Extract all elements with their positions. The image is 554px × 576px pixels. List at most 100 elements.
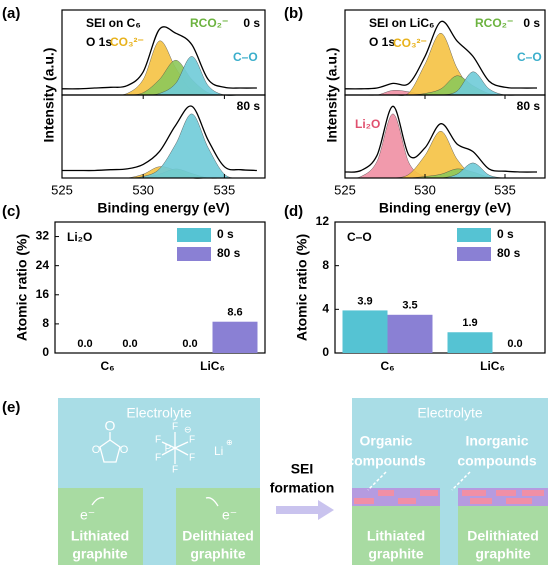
organic-label: Organic: [360, 433, 413, 449]
arrow-label: formation: [270, 480, 335, 496]
value-label: 1.9: [462, 317, 477, 329]
bar: [447, 332, 493, 353]
spectrum-title: SEI on C₆: [86, 16, 141, 30]
y-tick-label: 8: [42, 316, 49, 330]
electron-label: e⁻: [80, 507, 95, 523]
y-tick-label: 16: [36, 287, 50, 301]
x-tick-label: 525: [334, 182, 356, 197]
li-ion: Li: [214, 444, 223, 458]
spectrum-title: SEI on LiC₆: [369, 16, 434, 30]
graphite-label: Delithiated: [467, 528, 539, 544]
graphite-label: Lithiated: [71, 528, 129, 544]
process-arrow: [276, 500, 334, 520]
plot-frame: [61, 94, 266, 179]
value-label: 0.0: [182, 338, 197, 350]
charge: ⊕: [226, 438, 233, 447]
electron-label: e⁻: [222, 507, 237, 523]
y-tick-label: 0: [42, 345, 49, 359]
chart-title: Li₂O: [67, 230, 92, 244]
x-axis-label: Binding energy (eV): [97, 200, 229, 216]
x-tick-label: LiC₆: [200, 359, 225, 373]
value-label: 0.0: [507, 338, 522, 350]
graphite-label: graphite: [475, 546, 530, 562]
annotation: C–O: [517, 50, 542, 64]
bar: [387, 314, 433, 353]
y-axis-label: Intensity (a.u.): [324, 48, 340, 143]
annotation: CO₃²⁻: [110, 35, 144, 49]
annotation: RCO₂⁻: [475, 16, 513, 30]
graphite-box: [176, 488, 260, 565]
atom: F: [172, 422, 178, 433]
spectrum-subtitle: O 1s: [86, 35, 112, 49]
atom: F: [155, 453, 161, 464]
legend-label: 0 s: [497, 227, 514, 241]
inorganic-label: Inorganic: [465, 433, 528, 449]
annotation: CO₃²⁻: [393, 36, 427, 50]
x-tick-label: C₆: [100, 359, 114, 373]
plot-frame: [344, 94, 546, 179]
x-tick-label: 535: [494, 182, 516, 197]
panel-label: (d): [284, 203, 303, 220]
legend-swatch: [177, 247, 211, 261]
x-tick-label: 530: [414, 182, 436, 197]
value-label: 0.0: [77, 338, 92, 350]
annotation: 80 s: [517, 99, 541, 113]
y-tick-label: 8: [322, 258, 329, 272]
annotation: Li₂O: [355, 117, 380, 131]
value-label: 3.5: [402, 300, 417, 312]
legend-label: 80 s: [217, 246, 241, 260]
atom: F: [172, 465, 178, 476]
value-label: 3.9: [357, 295, 372, 307]
y-tick-label: 0: [322, 345, 329, 359]
annotation: 0 s: [243, 16, 260, 30]
annotation: 80 s: [237, 99, 261, 113]
annotation: 0 s: [523, 16, 540, 30]
bar: [342, 310, 388, 353]
annotation: RCO₂⁻: [190, 16, 228, 30]
y-axis-label: Atomic ratio (%): [14, 234, 30, 341]
y-tick-label: 4: [322, 302, 329, 316]
spectrum-subtitle: O 1s: [369, 35, 395, 49]
chart-title: C–O: [347, 230, 372, 244]
electrolyte-label: Electrolyte: [126, 405, 192, 421]
arrow: [205, 497, 219, 507]
x-axis-label: Binding energy (eV): [379, 200, 511, 216]
electrolyte-label: Electrolyte: [417, 405, 483, 421]
panel-label: (b): [284, 5, 303, 22]
charge: ⊖: [184, 424, 192, 434]
atom: F: [189, 435, 195, 446]
atom: F: [155, 435, 161, 446]
value-label: 0.0: [122, 338, 137, 350]
graphite-label: Delithiated: [182, 528, 254, 544]
y-axis-label: Intensity (a.u.): [41, 48, 57, 143]
envelope-line: [344, 20, 538, 90]
panel-label: (c): [2, 203, 20, 220]
x-tick-label: LiC₆: [480, 359, 505, 373]
x-tick-label: C₆: [380, 359, 394, 373]
atom: O: [92, 444, 101, 456]
panel-e: (e) Electrolyte O O O F F F P F F F ⊖ Li…: [2, 398, 548, 565]
ec-molecule: [99, 432, 121, 463]
arrow: [91, 497, 105, 506]
y-tick-label: 32: [36, 229, 50, 243]
bar: [212, 321, 258, 353]
legend-label: 80 s: [497, 246, 521, 260]
y-tick-label: 24: [36, 258, 50, 272]
x-tick-label: 535: [214, 182, 236, 197]
panel-label: (e): [2, 399, 20, 416]
graphite-label: graphite: [368, 546, 423, 562]
atom: O: [120, 444, 129, 456]
legend-swatch: [457, 228, 491, 242]
legend-swatch: [457, 247, 491, 261]
value-label: 8.6: [227, 307, 242, 319]
pointer: [451, 471, 471, 491]
spectrum: [344, 20, 538, 96]
arrow-label: SEI: [291, 461, 314, 477]
graphite-label: graphite: [190, 546, 245, 562]
graphite-label: Lithiated: [367, 528, 425, 544]
graphite-label: graphite: [72, 546, 127, 562]
atom: O: [105, 418, 116, 434]
envelope-line: [61, 26, 257, 90]
y-axis-label: Atomic ratio (%): [294, 234, 310, 341]
